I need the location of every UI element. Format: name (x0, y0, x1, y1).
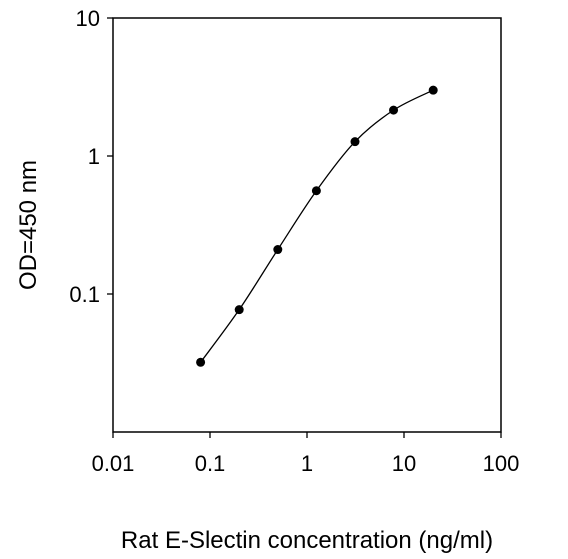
data-point (311, 186, 321, 196)
x-tick-label: 100 (483, 451, 520, 476)
data-point (234, 305, 244, 315)
y-tick-label: 10 (76, 6, 100, 31)
y-axis-title: OD=450 nm (15, 160, 42, 290)
data-point (350, 137, 360, 147)
data-point (273, 245, 283, 255)
data-points (196, 85, 438, 367)
series-line (200, 89, 434, 363)
x-tick-label: 10 (392, 451, 416, 476)
plot-frame (112, 17, 502, 433)
data-point (196, 357, 206, 367)
y-axis-ticks: 0.1 1 10 (69, 6, 113, 307)
x-tick-label: 0.01 (92, 451, 135, 476)
x-axis-title: Rat E-Slectin concentration (ng/ml) (121, 527, 493, 554)
data-point (389, 105, 399, 115)
y-tick-label: 1 (88, 144, 100, 169)
y-tick-label: 0.1 (69, 282, 100, 307)
x-axis-ticks: 0.01 0.1 1 10 100 (92, 432, 520, 476)
data-point (428, 85, 438, 95)
x-tick-label: 1 (301, 451, 313, 476)
x-tick-label: 0.1 (195, 451, 226, 476)
